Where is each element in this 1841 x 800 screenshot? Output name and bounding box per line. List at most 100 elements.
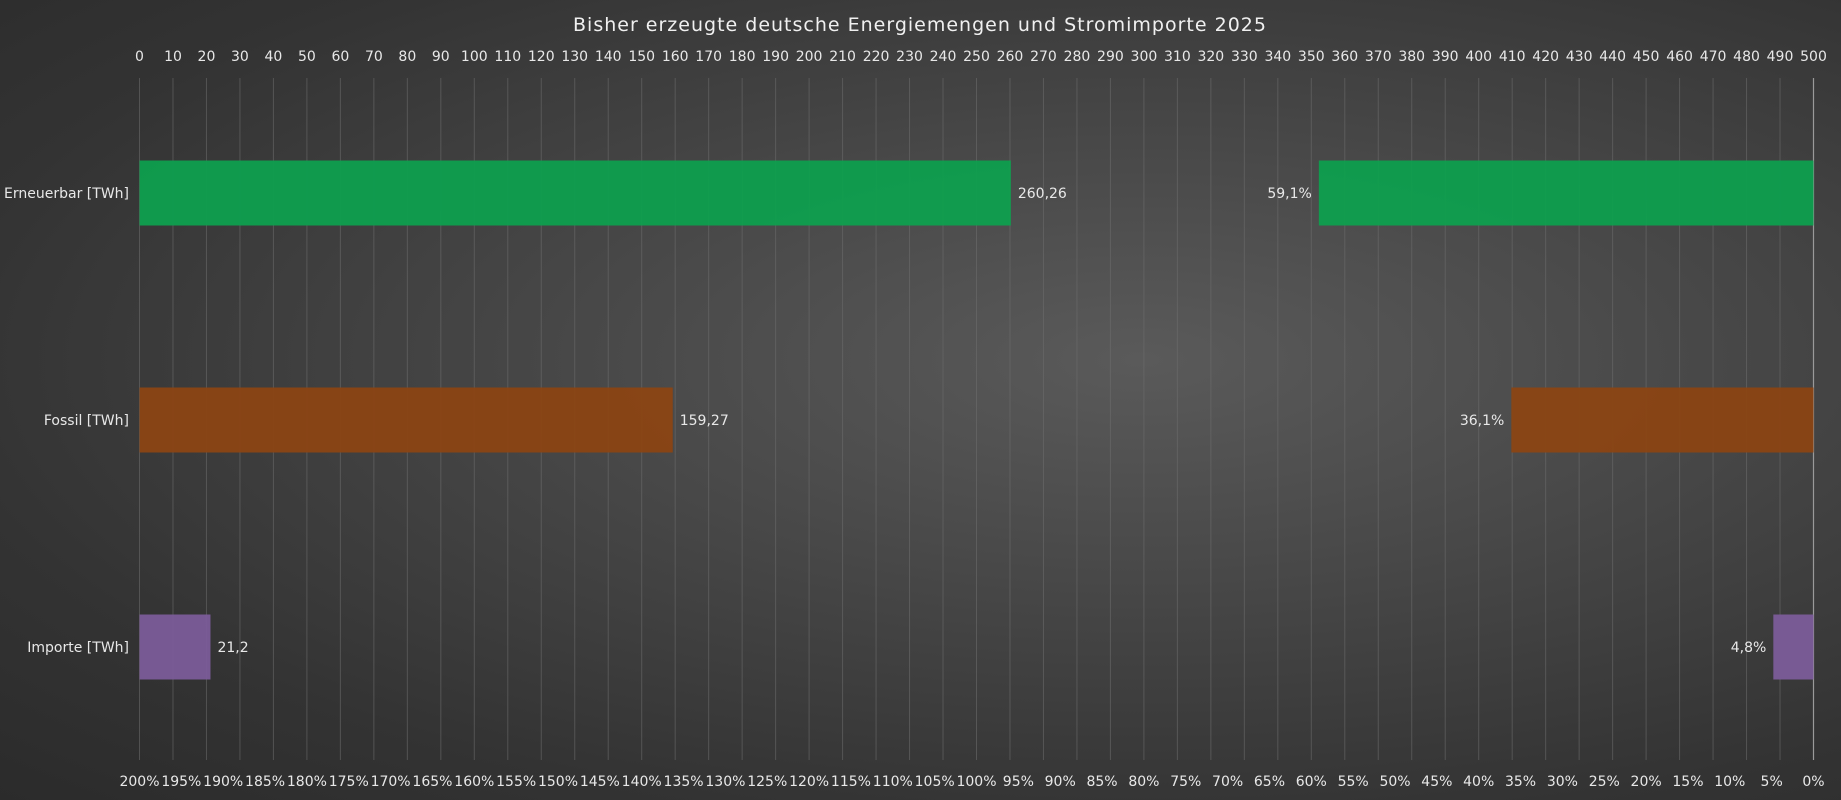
bottom-axis-tick-label: 190% (203, 774, 243, 790)
top-axis-tick-label: 210 (829, 49, 856, 65)
bottom-axis-tick-label: 170% (371, 774, 411, 790)
top-axis-tick-label: 430 (1566, 49, 1593, 65)
bottom-axis-tick-label: 155% (496, 774, 536, 790)
bottom-axis-tick-label: 185% (245, 774, 285, 790)
bottom-axis-tick-label: 70% (1212, 774, 1243, 790)
top-axis-tick-label: 460 (1666, 49, 1693, 65)
top-axis-tick-label: 30 (231, 49, 249, 65)
bottom-axis-tick-label: 110% (873, 774, 913, 790)
category-label: Fossil [TWh] (44, 413, 129, 429)
bottom-axis-tick-label: 25% (1589, 774, 1620, 790)
bar-share (1773, 614, 1814, 680)
bottom-axis-tick-label: 90% (1045, 774, 1076, 790)
bar-share-value-label: 36,1% (1460, 413, 1504, 429)
bar-absolute (139, 614, 211, 680)
top-axis-tick-label: 150 (628, 49, 655, 65)
top-axis-tick-label: 110 (494, 49, 521, 65)
top-axis-tick-label: 450 (1633, 49, 1660, 65)
top-axis-tick-label: 380 (1398, 49, 1425, 65)
bottom-axis-tick-label: 5% (1761, 774, 1783, 790)
top-axis-tick-label: 160 (662, 49, 689, 65)
top-axis-tick-label: 270 (1030, 49, 1057, 65)
bottom-axis-tick-label: 10% (1714, 774, 1745, 790)
category-label: Erneuerbar [TWh] (4, 186, 129, 202)
top-axis-tick-label: 250 (963, 49, 990, 65)
bottom-axis-tick-label: 40% (1463, 774, 1494, 790)
bar-share-value-label: 4,8% (1731, 640, 1767, 656)
top-axis-tick-label: 60 (331, 49, 349, 65)
category-label: Importe [TWh] (27, 640, 129, 656)
top-axis-tick-label: 410 (1499, 49, 1526, 65)
bar-share (1318, 160, 1814, 226)
label-layer: 0 10 20 30 40 50 60 70 80 90 100 110 120 130 140 150 160… (4, 49, 1827, 790)
top-axis-tick-label: 20 (198, 49, 216, 65)
top-axis-tick-label: 330 (1231, 49, 1258, 65)
bar-absolute-value-label: 159,27 (680, 413, 729, 429)
bottom-axis-tick-label: 120% (789, 774, 829, 790)
bottom-axis-tick-label: 100% (956, 774, 996, 790)
top-axis-tick-label: 400 (1465, 49, 1492, 65)
bottom-axis-tick-label: 15% (1672, 774, 1703, 790)
top-axis-tick-label: 230 (896, 49, 923, 65)
top-axis-tick-label: 180 (729, 49, 756, 65)
top-axis-tick-label: 440 (1599, 49, 1626, 65)
bottom-axis-tick-label: 180% (287, 774, 327, 790)
top-axis-tick-label: 10 (164, 49, 182, 65)
top-axis-tick-label: 70 (365, 49, 383, 65)
top-axis-tick-label: 290 (1097, 49, 1124, 65)
bar-absolute (139, 160, 1011, 226)
top-axis-tick-label: 40 (265, 49, 283, 65)
bottom-axis-tick-label: 50% (1379, 774, 1410, 790)
bottom-axis-tick-label: 65% (1254, 774, 1285, 790)
top-axis-tick-label: 200 (796, 49, 823, 65)
bar-share (1511, 387, 1814, 453)
top-axis-tick-label: 0 (135, 49, 144, 65)
top-axis-tick-label: 100 (461, 49, 488, 65)
top-axis-tick-label: 280 (1064, 49, 1091, 65)
bar-absolute-value-label: 260,26 (1018, 186, 1067, 202)
bottom-axis-tick-label: 145% (580, 774, 620, 790)
bar-absolute-value-label: 21,2 (217, 640, 248, 656)
chart-title: Bisher erzeugte deutsche Energiemengen u… (573, 14, 1267, 36)
bottom-axis-tick-label: 140% (622, 774, 662, 790)
bottom-axis-tick-label: 0% (1802, 774, 1824, 790)
bottom-axis-tick-label: 105% (915, 774, 955, 790)
bottom-axis-tick-label: 60% (1296, 774, 1327, 790)
bottom-axis-tick-label: 135% (664, 774, 704, 790)
top-axis-tick-label: 120 (528, 49, 555, 65)
bottom-axis-tick-label: 35% (1505, 774, 1536, 790)
bottom-axis-tick-label: 80% (1128, 774, 1159, 790)
bottom-axis-tick-label: 130% (705, 774, 745, 790)
top-axis-tick-label: 260 (997, 49, 1024, 65)
bottom-axis-tick-label: 75% (1170, 774, 1201, 790)
bottom-axis-tick-label: 85% (1086, 774, 1117, 790)
top-axis-tick-label: 300 (1131, 49, 1158, 65)
top-axis-tick-label: 390 (1432, 49, 1459, 65)
top-axis-tick-label: 240 (930, 49, 957, 65)
top-axis-tick-label: 80 (398, 49, 416, 65)
bottom-axis-tick-label: 160% (454, 774, 494, 790)
top-axis-tick-label: 310 (1164, 49, 1191, 65)
bottom-axis-tick-label: 125% (747, 774, 787, 790)
bottom-axis-tick-label: 195% (161, 774, 201, 790)
top-axis-tick-label: 140 (595, 49, 622, 65)
top-axis-tick-label: 220 (863, 49, 890, 65)
top-axis-tick-label: 480 (1733, 49, 1760, 65)
top-axis-tick-label: 490 (1767, 49, 1794, 65)
top-axis-tick-label: 170 (695, 49, 722, 65)
bottom-axis-tick-label: 200% (119, 774, 159, 790)
bottom-axis-tick-label: 45% (1421, 774, 1452, 790)
bottom-axis-tick-label: 95% (1003, 774, 1034, 790)
bottom-axis-tick-label: 115% (831, 774, 871, 790)
bottom-axis-tick-label: 175% (329, 774, 369, 790)
top-axis-tick-label: 340 (1264, 49, 1291, 65)
bottom-axis-tick-label: 150% (538, 774, 578, 790)
top-axis-tick-label: 320 (1197, 49, 1224, 65)
top-axis-tick-label: 190 (762, 49, 789, 65)
bottom-axis-tick-label: 20% (1631, 774, 1662, 790)
top-axis-tick-label: 90 (432, 49, 450, 65)
top-axis-tick-label: 470 (1700, 49, 1727, 65)
top-axis-tick-label: 50 (298, 49, 316, 65)
